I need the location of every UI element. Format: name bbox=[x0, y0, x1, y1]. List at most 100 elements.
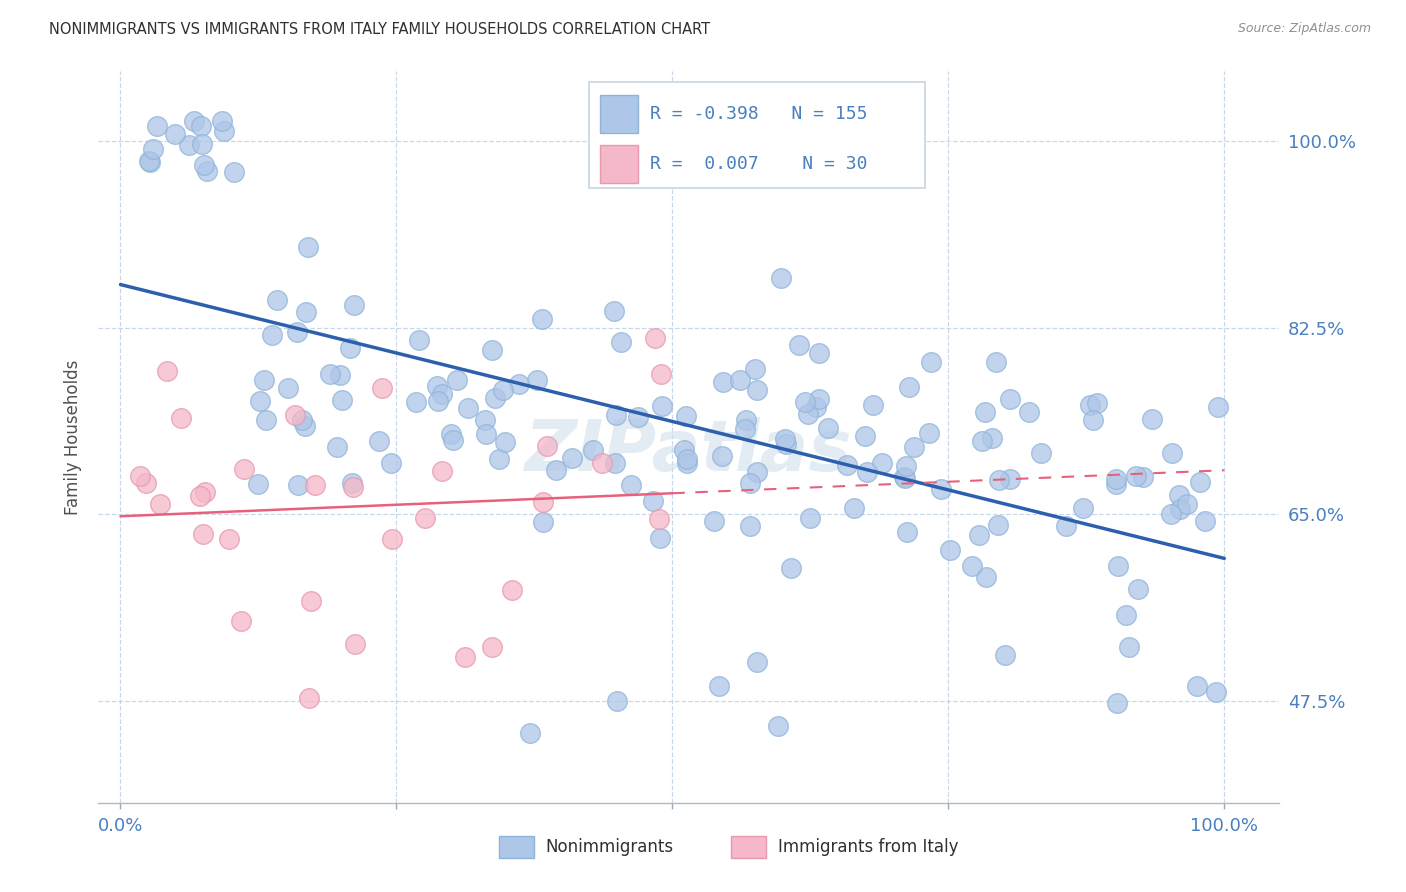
Point bbox=[893, 470, 915, 484]
Point bbox=[561, 451, 583, 466]
Point bbox=[342, 480, 364, 494]
Point bbox=[855, 465, 877, 479]
Point bbox=[1125, 469, 1147, 483]
Point bbox=[252, 373, 274, 387]
Text: Nonimmigrants: Nonimmigrants bbox=[546, 838, 673, 856]
Point bbox=[773, 433, 796, 447]
Point bbox=[1132, 470, 1154, 484]
Point bbox=[340, 476, 363, 491]
Point bbox=[896, 524, 918, 539]
Point bbox=[526, 373, 548, 387]
Point bbox=[837, 458, 859, 472]
Point bbox=[988, 473, 1011, 487]
Point bbox=[920, 354, 942, 368]
Point bbox=[295, 305, 318, 319]
Point bbox=[808, 345, 831, 359]
Point bbox=[603, 304, 626, 318]
Point bbox=[648, 531, 671, 545]
Point bbox=[1105, 473, 1128, 487]
Point bbox=[1000, 392, 1022, 406]
Point bbox=[195, 164, 218, 178]
Point bbox=[799, 511, 821, 525]
Point bbox=[519, 725, 541, 739]
Point bbox=[146, 119, 169, 133]
Point bbox=[191, 137, 214, 152]
Point bbox=[149, 498, 172, 512]
Point bbox=[405, 395, 427, 409]
Point bbox=[194, 484, 217, 499]
Point bbox=[897, 380, 920, 394]
Point bbox=[770, 270, 793, 285]
FancyBboxPatch shape bbox=[589, 82, 925, 188]
Point bbox=[294, 419, 316, 434]
Point bbox=[531, 495, 554, 509]
Point bbox=[747, 383, 769, 397]
Point bbox=[804, 400, 827, 414]
Point bbox=[492, 383, 515, 397]
Point bbox=[231, 615, 253, 629]
Text: R =  0.007    N = 30: R = 0.007 N = 30 bbox=[650, 154, 868, 173]
Point bbox=[675, 451, 697, 466]
Point bbox=[494, 434, 516, 449]
Point bbox=[620, 478, 643, 492]
Point bbox=[644, 331, 666, 345]
Point bbox=[339, 341, 361, 355]
Point bbox=[430, 387, 453, 401]
Point bbox=[446, 373, 468, 387]
Point bbox=[188, 489, 211, 503]
Point bbox=[981, 431, 1004, 445]
Point bbox=[627, 410, 650, 425]
Point bbox=[179, 138, 201, 153]
Point bbox=[277, 381, 299, 395]
Point bbox=[170, 411, 193, 425]
Point bbox=[285, 325, 308, 339]
Point bbox=[1105, 696, 1128, 710]
Text: Source: ZipAtlas.com: Source: ZipAtlas.com bbox=[1237, 22, 1371, 36]
Point bbox=[1140, 411, 1163, 425]
Point bbox=[329, 368, 352, 383]
Point bbox=[606, 693, 628, 707]
Bar bbox=[731, 836, 766, 858]
Point bbox=[647, 512, 669, 526]
Point bbox=[651, 400, 673, 414]
Point bbox=[371, 381, 394, 395]
Point bbox=[1188, 475, 1211, 490]
FancyBboxPatch shape bbox=[600, 95, 638, 133]
Point bbox=[735, 413, 758, 427]
Point bbox=[1107, 559, 1129, 574]
Point bbox=[488, 452, 510, 467]
Point bbox=[183, 114, 205, 128]
Point bbox=[779, 561, 801, 575]
Point bbox=[789, 338, 811, 352]
Text: Immigrants from Italy: Immigrants from Italy bbox=[778, 838, 957, 856]
Point bbox=[190, 119, 212, 133]
Point bbox=[793, 394, 815, 409]
Point bbox=[870, 456, 893, 470]
Point bbox=[1160, 446, 1182, 460]
Point bbox=[212, 124, 235, 138]
Point bbox=[1105, 477, 1128, 491]
Point bbox=[297, 240, 319, 254]
Point bbox=[673, 442, 696, 457]
Point bbox=[842, 501, 865, 516]
Point bbox=[536, 440, 558, 454]
Point bbox=[304, 477, 326, 491]
Point bbox=[1085, 396, 1108, 410]
Point bbox=[984, 355, 1007, 369]
Text: NONIMMIGRANTS VS IMMIGRANTS FROM ITALY FAMILY HOUSEHOLDS CORRELATION CHART: NONIMMIGRANTS VS IMMIGRANTS FROM ITALY F… bbox=[49, 22, 710, 37]
Point bbox=[591, 457, 613, 471]
Point bbox=[1018, 405, 1040, 419]
Point bbox=[728, 373, 751, 387]
Point bbox=[610, 334, 633, 349]
Point bbox=[530, 312, 553, 326]
Point bbox=[191, 526, 214, 541]
Point bbox=[1083, 413, 1105, 427]
Point bbox=[156, 364, 179, 378]
Point bbox=[998, 472, 1021, 486]
Point bbox=[128, 469, 150, 483]
Point bbox=[432, 464, 454, 478]
Point bbox=[1118, 640, 1140, 654]
Point bbox=[972, 434, 994, 449]
Point bbox=[408, 334, 430, 348]
Point bbox=[247, 477, 270, 491]
